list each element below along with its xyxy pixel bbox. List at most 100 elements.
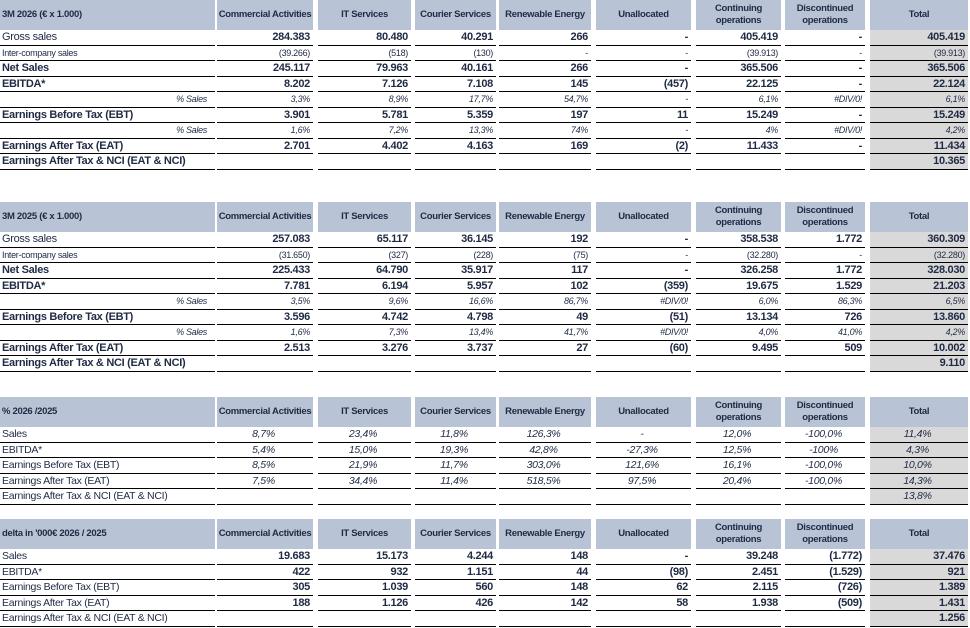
value-cell: 7.108 [415,77,496,92]
empty-cell [785,489,865,505]
total-cell: 11.434 [870,138,968,154]
value-cell: 42,8% [499,443,591,458]
value-cell: - [596,263,691,279]
value-cell: 11 [596,108,691,123]
total-cell: 405.419 [870,30,968,46]
column-header: Unallocated [596,202,691,232]
row-label: Earnings Before Tax (EBT) [0,108,215,123]
value-cell: 365.506 [696,61,781,77]
value-cell: 34,4% [318,474,411,489]
value-cell: 86,7% [499,294,591,310]
value-cell: 23,4% [318,427,411,443]
value-cell: 2.115 [696,580,781,596]
value-cell: 13,4% [415,325,496,341]
empty-cell [318,154,411,170]
column-header: Continuing operations [696,0,781,30]
value-cell: 5,4% [217,443,313,458]
value-cell: 305 [217,580,313,596]
empty-cell [217,611,313,627]
value-cell: (130) [415,46,496,61]
value-cell: 6,1% [696,92,781,108]
column-header: Commercial Activities [217,397,313,427]
value-cell: -27,3% [596,443,691,458]
value-cell: 20,4% [696,474,781,489]
value-cell: 7.126 [318,77,411,92]
value-cell: 5.957 [415,279,496,294]
value-cell: 11,4% [415,474,496,489]
value-cell: 6,0% [696,294,781,310]
total-cell: 1.256 [870,611,968,627]
total-cell: 6,1% [870,92,968,108]
value-cell: - [499,46,591,61]
value-cell: 303,0% [499,458,591,474]
value-cell: 19,3% [415,443,496,458]
total-cell: 4,2% [870,123,968,139]
row-label: Inter-company sales [0,46,215,61]
column-header: Total [870,397,968,427]
total-cell: 9.110 [870,356,968,372]
value-cell: - [785,61,865,77]
empty-cell [217,154,313,170]
row-label: % Sales [0,325,215,341]
empty-cell [415,611,496,627]
value-cell: 19.683 [217,549,313,565]
column-header: Discontinued operations [785,397,865,427]
total-cell: 13,8% [870,489,968,505]
total-cell: 15.249 [870,107,968,123]
row-label: Gross sales [0,30,215,46]
total-cell: 10.002 [870,340,968,356]
value-cell: 4% [696,123,781,139]
empty-cell [596,489,691,505]
empty-cell [217,356,313,372]
column-header: Unallocated [596,397,691,427]
empty-cell [499,356,591,372]
value-cell: 97,5% [596,474,691,489]
column-header: IT Services [318,397,411,427]
total-cell: 10,0% [870,458,968,474]
value-cell: 9.495 [696,341,781,356]
value-cell: #DIV/0! [596,325,691,341]
value-cell: 49 [499,310,591,325]
column-header: Unallocated [596,0,691,30]
row-label: Earnings After Tax & NCI (EAT & NCI) [0,154,215,170]
total-cell: 10.365 [870,154,968,170]
value-cell: 36.145 [415,232,496,248]
value-cell: 64.790 [318,263,411,279]
total-cell: 14,3% [870,473,968,489]
total-cell: 37.476 [870,549,968,565]
column-header: Continuing operations [696,519,781,549]
value-cell: -100,0% [785,474,865,489]
value-cell: -100,0% [785,458,865,474]
value-cell: 5.359 [415,108,496,123]
column-header: Courier Services [415,397,496,427]
total-cell: 11,4% [870,427,968,443]
value-cell: (51) [596,310,691,325]
column-header: Discontinued operations [785,0,865,30]
column-header: Renewable Energy [499,519,591,549]
value-cell: (75) [499,248,591,263]
value-cell: 19.675 [696,279,781,294]
value-cell: #DIV/0! [785,123,865,139]
total-cell: (32.280) [870,247,968,263]
value-cell: 40.291 [415,30,496,46]
value-cell: 22.125 [696,77,781,92]
empty-cell [785,154,865,170]
value-cell: - [596,427,691,443]
empty-cell [785,356,865,372]
value-cell: (1.772) [785,549,865,565]
value-cell: 39.248 [696,549,781,565]
value-cell: 560 [415,580,496,596]
value-cell: #DIV/0! [785,92,865,108]
table-title: % 2026 /2025 [0,397,215,427]
value-cell: 54,7% [499,92,591,108]
value-cell: 1.772 [785,232,865,248]
value-cell: 326.258 [696,263,781,279]
value-cell: (39.266) [217,46,313,61]
value-cell: (60) [596,341,691,356]
total-cell: 360.309 [870,232,968,248]
total-cell: 22.124 [870,76,968,92]
value-cell: - [596,549,691,565]
value-cell: (2) [596,139,691,154]
value-cell: 2.513 [217,341,313,356]
value-cell: 11,8% [415,427,496,443]
